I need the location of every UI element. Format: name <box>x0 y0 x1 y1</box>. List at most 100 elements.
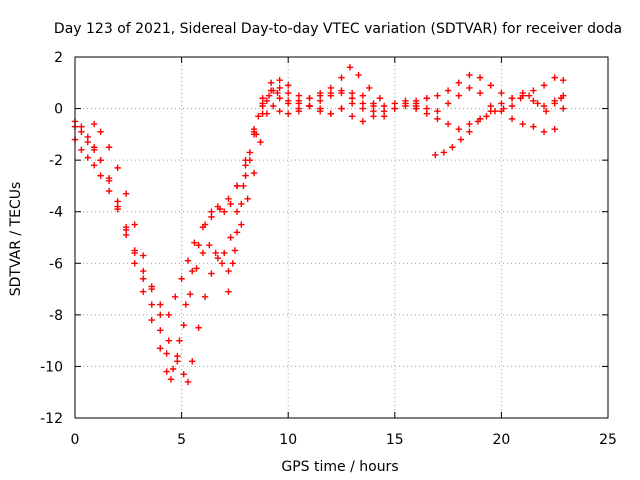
data-point <box>359 105 367 112</box>
data-point <box>276 107 283 115</box>
data-point <box>295 92 303 99</box>
grid-layer <box>75 57 608 418</box>
data-point <box>227 200 234 208</box>
data-point <box>306 95 313 102</box>
data-point <box>240 182 247 190</box>
data-point <box>163 368 170 375</box>
data-point <box>201 293 209 301</box>
data-point <box>225 288 232 295</box>
data-points-layer <box>71 64 567 386</box>
data-point <box>225 267 232 275</box>
data-point <box>208 270 215 277</box>
data-point <box>551 126 558 133</box>
data-point <box>530 87 537 94</box>
data-point <box>434 92 441 99</box>
y-tick-label-0: -12 <box>40 411 63 427</box>
data-point <box>244 195 251 203</box>
ticks-layer: 0 5 10 15 20 25 -12 -10 -8 -6 -4 -2 0 2 <box>40 50 617 448</box>
data-point <box>551 74 558 81</box>
x-tick-label-0: 0 <box>71 432 80 448</box>
data-point <box>487 82 494 89</box>
data-point <box>423 110 430 117</box>
data-point <box>263 97 271 105</box>
data-point <box>270 87 277 94</box>
data-point <box>165 311 173 319</box>
data-point <box>212 249 219 257</box>
data-point <box>165 337 173 344</box>
data-point <box>327 92 335 99</box>
data-point <box>105 144 113 151</box>
data-point <box>250 169 258 177</box>
series-0 <box>71 87 420 319</box>
data-point <box>122 223 130 231</box>
series-5 <box>412 71 567 110</box>
data-point <box>455 79 462 86</box>
chart-title: Day 123 of 2021, Sidereal Day-to-day VTE… <box>54 21 622 37</box>
data-point <box>530 97 537 105</box>
data-point <box>508 102 516 110</box>
x-tick-label-4: 20 <box>492 432 510 448</box>
data-point <box>483 113 490 120</box>
data-point <box>97 128 104 135</box>
data-point <box>316 107 324 115</box>
data-point <box>476 89 484 97</box>
data-point <box>498 89 505 97</box>
data-point <box>359 92 367 99</box>
data-point <box>178 275 185 282</box>
data-point <box>172 293 179 301</box>
data-point <box>423 95 430 102</box>
data-point <box>105 187 113 195</box>
data-point <box>140 275 147 282</box>
data-point <box>148 316 155 324</box>
data-point <box>201 221 209 228</box>
data-point <box>114 203 121 210</box>
data-point <box>97 172 104 179</box>
data-point <box>338 89 345 97</box>
data-point <box>163 350 170 357</box>
data-point <box>169 365 177 373</box>
data-point <box>90 162 98 169</box>
data-point <box>525 92 533 99</box>
data-point <box>491 107 499 115</box>
data-point <box>148 301 155 308</box>
data-point <box>540 102 548 110</box>
data-point <box>474 118 482 125</box>
data-point <box>195 324 202 331</box>
data-point <box>122 231 130 239</box>
data-point <box>530 123 537 130</box>
data-point <box>519 120 526 128</box>
data-point <box>131 221 138 228</box>
data-point <box>295 105 303 112</box>
data-point <box>246 156 254 164</box>
data-point <box>90 144 98 151</box>
data-point <box>476 74 484 81</box>
data-point <box>412 102 420 110</box>
data-point <box>97 156 104 164</box>
data-point <box>457 136 465 143</box>
data-point <box>455 126 462 133</box>
data-point <box>246 149 254 156</box>
data-point <box>174 358 181 365</box>
data-point <box>402 102 409 110</box>
data-point <box>114 164 121 172</box>
data-point <box>444 120 452 128</box>
data-point <box>225 195 232 203</box>
y-tick-label-7: 2 <box>54 50 63 66</box>
data-point <box>257 138 264 146</box>
data-point <box>444 100 452 107</box>
data-point <box>517 95 524 102</box>
data-point <box>218 260 226 267</box>
data-point <box>180 370 187 378</box>
data-point <box>259 110 266 117</box>
data-point <box>140 288 147 295</box>
data-point <box>157 301 164 308</box>
data-point <box>84 154 91 161</box>
data-point <box>346 64 354 71</box>
data-point <box>233 208 241 215</box>
data-point <box>184 257 192 264</box>
y-tick-label-2: -8 <box>49 308 63 324</box>
data-point <box>542 107 550 115</box>
data-point <box>366 84 373 92</box>
data-point <box>276 95 283 102</box>
data-point <box>348 113 356 120</box>
